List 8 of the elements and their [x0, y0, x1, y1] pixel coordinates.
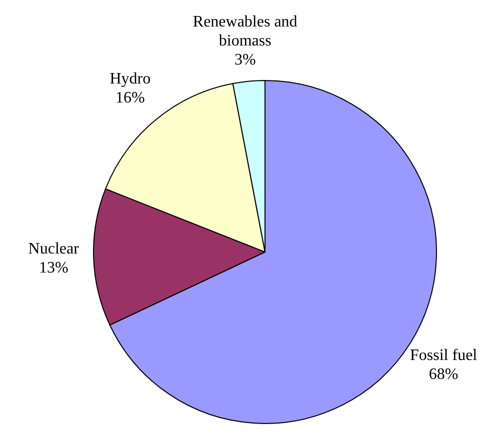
- data-label: 13%: [38, 259, 68, 276]
- data-label: 16%: [116, 90, 145, 107]
- slice-label: Fossil fuel: [410, 347, 478, 364]
- slice-label: Hydro: [110, 70, 151, 88]
- slice-label: Nuclear: [28, 240, 80, 258]
- data-label: 3%: [234, 52, 256, 69]
- data-label: 68%: [428, 366, 458, 384]
- slice-label: Renewables and biomass: [192, 14, 298, 50]
